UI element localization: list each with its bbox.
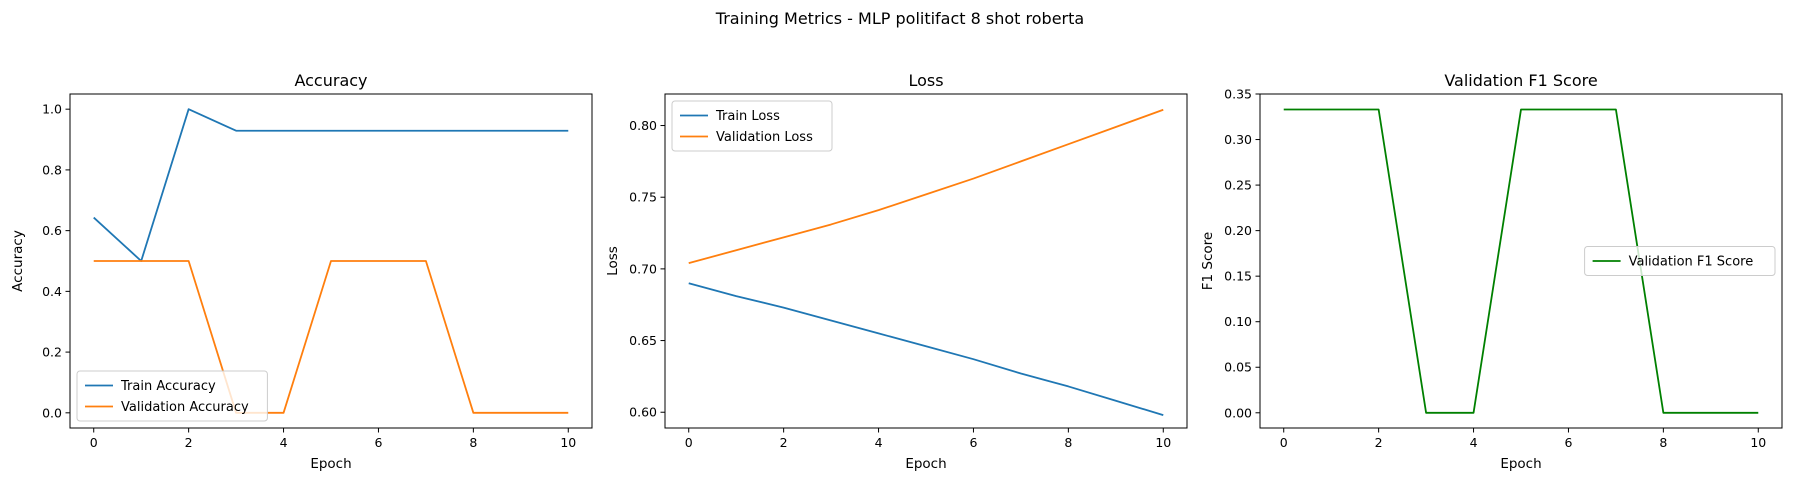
legend-label-train-loss: Train Loss bbox=[715, 109, 780, 124]
y-axis-label: F1 Score bbox=[1200, 232, 1216, 290]
subplot-title: Loss bbox=[908, 71, 943, 90]
x-tick-label: 6 bbox=[1564, 435, 1572, 450]
x-tick-label: 10 bbox=[1750, 435, 1766, 450]
legend-box bbox=[1584, 246, 1776, 276]
x-tick-label: 4 bbox=[875, 435, 883, 450]
x-tick-label: 6 bbox=[969, 435, 977, 450]
x-tick-label: 10 bbox=[1155, 435, 1171, 450]
legend-label-validation-accuracy: Validation Accuracy bbox=[121, 400, 249, 415]
legend: Validation F1 Score bbox=[1584, 246, 1776, 276]
y-tick-label: 0.15 bbox=[1224, 269, 1252, 284]
legend: Train Loss Validation Loss bbox=[671, 100, 833, 152]
x-axis-label: Epoch bbox=[1500, 456, 1541, 472]
y-tick-label: 0.75 bbox=[629, 190, 657, 205]
series-line-validation-f1-score bbox=[1283, 108, 1759, 414]
y-tick-label: 0.6 bbox=[42, 223, 62, 238]
y-tick-label: 0.2 bbox=[42, 345, 62, 360]
x-tick-label: 2 bbox=[185, 435, 193, 450]
x-tick-label: 10 bbox=[560, 435, 576, 450]
x-tick-label: 8 bbox=[1064, 435, 1072, 450]
x-axis-label: Epoch bbox=[905, 456, 946, 472]
legend-label-validation-f1-score: Validation F1 Score bbox=[1629, 255, 1754, 270]
y-tick-label: 0.8 bbox=[42, 162, 62, 177]
loss-subplot: 0 2 4 6 8 10 0.60 0.65 0.70 0.75 0.80 Loss Epoch Loss… bbox=[605, 71, 1188, 472]
y-tick-label: 0.65 bbox=[629, 333, 657, 348]
x-tick-label: 0 bbox=[90, 435, 98, 450]
series-line-train-loss bbox=[688, 282, 1164, 416]
subplot-title: Accuracy bbox=[294, 71, 367, 90]
figure-title: Training Metrics - MLP politifact 8 shot… bbox=[715, 9, 1084, 28]
legend-box bbox=[671, 100, 833, 152]
subplot-title: Validation F1 Score bbox=[1444, 71, 1597, 90]
f1-score-subplot: 0 2 4 6 8 10 0.00 0.05 0.10 0.15 0.20 0.25 0.30 0.35 V… bbox=[1200, 71, 1783, 472]
y-tick-label: 0.20 bbox=[1224, 223, 1252, 238]
x-tick-label: 0 bbox=[1280, 435, 1288, 450]
legend-label-validation-loss: Validation Loss bbox=[716, 130, 813, 145]
y-tick-label: 0.35 bbox=[1224, 87, 1252, 102]
y-axis-label: Loss bbox=[605, 246, 621, 276]
plot-area bbox=[93, 108, 569, 414]
y-axis-label: Accuracy bbox=[10, 230, 26, 292]
x-tick-label: 6 bbox=[374, 435, 382, 450]
legend-label-train-accuracy: Train Accuracy bbox=[120, 379, 216, 394]
x-axis-label: Epoch bbox=[310, 456, 351, 472]
y-tick-label: 0.00 bbox=[1224, 405, 1252, 420]
y-tick-label: 0.60 bbox=[629, 405, 657, 420]
x-tick-label: 4 bbox=[280, 435, 288, 450]
y-tick-label: 0.10 bbox=[1224, 314, 1252, 329]
y-tick-label: 0.0 bbox=[42, 405, 62, 420]
x-tick-label: 4 bbox=[1470, 435, 1478, 450]
y-tick-label: 0.80 bbox=[629, 118, 657, 133]
y-tick-label: 0.05 bbox=[1224, 360, 1252, 375]
x-tick-label: 2 bbox=[780, 435, 788, 450]
axes-frame bbox=[664, 93, 1188, 429]
axes-frame bbox=[1259, 93, 1783, 429]
y-tick-label: 0.30 bbox=[1224, 132, 1252, 147]
accuracy-subplot: 0 2 4 6 8 10 0.0 0.2 0.4 0.6 0.8 1.0 Accuracy Epoch Ac… bbox=[10, 71, 593, 472]
plot-area bbox=[1283, 108, 1759, 414]
x-tick-label: 8 bbox=[1659, 435, 1667, 450]
legend: Train Accuracy Validation Accuracy bbox=[76, 370, 268, 422]
x-tick-label: 0 bbox=[685, 435, 693, 450]
axes-frame bbox=[69, 93, 593, 429]
y-tick-label: 0.70 bbox=[629, 261, 657, 276]
series-line-validation-loss bbox=[688, 108, 1164, 265]
legend-box bbox=[76, 370, 268, 422]
y-tick-label: 0.25 bbox=[1224, 178, 1252, 193]
series-line-validation-accuracy bbox=[93, 260, 569, 414]
plot-area bbox=[688, 108, 1164, 416]
y-tick-label: 1.0 bbox=[42, 102, 62, 117]
x-tick-label: 8 bbox=[469, 435, 477, 450]
series-line-train-accuracy bbox=[93, 108, 569, 262]
x-tick-label: 2 bbox=[1375, 435, 1383, 450]
y-tick-label: 0.4 bbox=[42, 284, 62, 299]
